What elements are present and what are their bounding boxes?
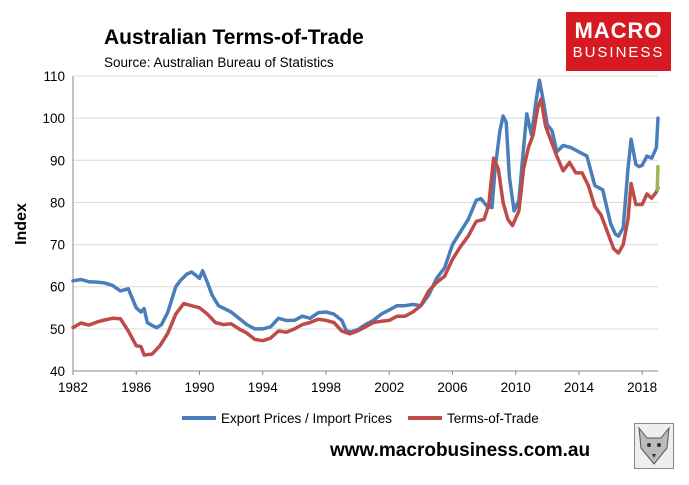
legend-label-terms-of-trade: Terms-of-Trade [447,411,539,426]
chart-subtitle: Source: Australian Bureau of Statistics [104,55,334,70]
series-line-export-import [71,78,660,334]
chart-title: Australian Terms-of-Trade [104,26,364,49]
x-tick-label: 2014 [564,380,595,395]
series-lines [71,78,660,357]
x-tick-label: 2006 [437,380,467,395]
y-tick-label: 80 [50,195,65,210]
y-tick-label: 110 [43,69,65,84]
legend-label-export-import: Export Prices / Import Prices [221,411,392,426]
y-tick-label: 60 [50,280,65,295]
x-tick-labels: 1982 1986 1990 1994 1998 2002 2006 2010 2014 2018 [58,371,657,395]
y-tick-label: 90 [50,153,65,168]
gridlines [73,75,658,330]
logo-line-2: BUSINESS [572,44,665,61]
x-tick-label: 1990 [184,380,214,395]
x-tick-label: 1986 [121,380,151,395]
macrobusiness-logo: MACRO BUSINESS [566,12,671,71]
y-tick-label: 100 [42,111,65,126]
logo-line-1: MACRO [574,18,663,43]
x-tick-label: 1994 [248,380,279,395]
y-tick-label: 40 [50,364,65,379]
wolf-logo-icon [634,423,674,469]
y-tick-labels: 40 50 60 70 80 90 100 110 [42,69,65,379]
x-tick-label: 2002 [374,380,404,395]
x-tick-label: 1982 [58,380,88,395]
y-axis-label: Index [13,203,30,245]
y-tick-label: 70 [50,238,65,253]
series-line-terms-of-trade [71,97,660,357]
y-tick-label: 50 [50,322,65,337]
axes [72,76,658,372]
website-url: www.macrobusiness.com.au [330,440,591,461]
series-line-forecast-segment [655,164,660,192]
x-tick-label: 2018 [627,380,657,395]
x-tick-label: 1998 [311,380,341,395]
x-tick-label: 2010 [501,380,531,395]
legend: Export Prices / Import Prices Terms-of-T… [182,411,539,426]
